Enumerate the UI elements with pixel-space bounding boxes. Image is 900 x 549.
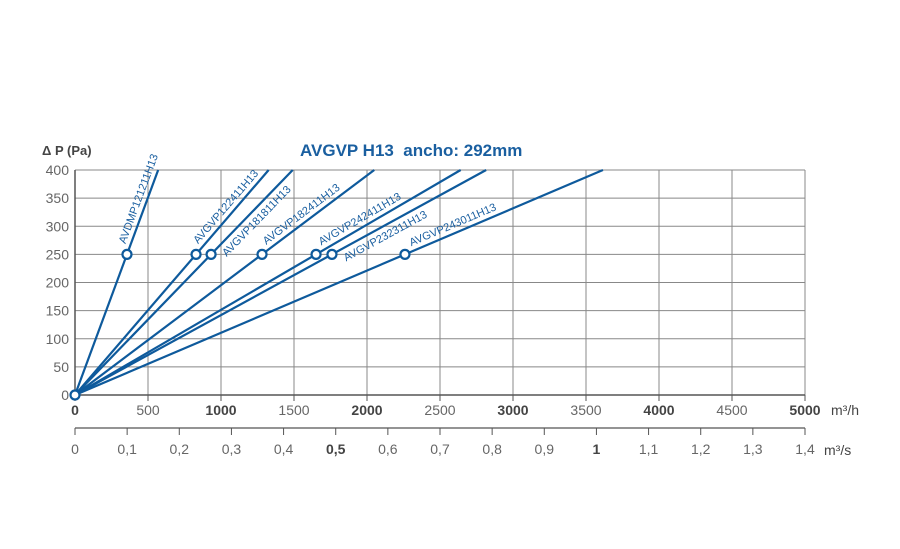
x2-tick-label: 0,5	[326, 441, 346, 457]
operating-point	[310, 248, 322, 260]
x2-axis-label: m³/s	[824, 442, 851, 458]
x2-tick-label: 0,9	[535, 441, 555, 457]
series-label: AVGVP243011H13	[408, 201, 498, 249]
operating-point	[256, 248, 268, 260]
origin-point	[69, 389, 81, 401]
x2-tick-label: 0,4	[274, 441, 294, 457]
x-tick-label: 0	[71, 402, 79, 418]
x2-tick-label: 0,3	[222, 441, 242, 457]
y-axis-label: Δ P (Pa)	[42, 143, 92, 158]
x-tick-label: 3000	[497, 402, 528, 418]
x2-tick-label: 0,7	[430, 441, 450, 457]
x2-tick-label: 1,2	[691, 441, 711, 457]
x-tick-label: 3500	[570, 402, 601, 418]
chart-title: AVGVP H13 ancho: 292mm	[300, 141, 522, 160]
x-tick-label: 2000	[351, 402, 382, 418]
x2-tick-label: 0,8	[482, 441, 502, 457]
series-line	[74, 169, 270, 396]
y-tick-label: 250	[46, 246, 70, 262]
x-tick-label: 2500	[424, 402, 455, 418]
x2-tick-label: 0	[71, 441, 79, 457]
x2-tick-label: 1	[593, 441, 601, 457]
y-tick-label: 0	[61, 387, 69, 403]
x2-tick-label: 1,3	[743, 441, 763, 457]
x-tick-label: 1000	[205, 402, 236, 418]
x-tick-label: 1500	[278, 402, 309, 418]
y-tick-label: 300	[46, 218, 70, 234]
operating-point	[205, 248, 217, 260]
x-tick-label: 4000	[643, 402, 674, 418]
y-tick-label: 50	[53, 359, 69, 375]
x2-tick-label: 0,6	[378, 441, 398, 457]
operating-point	[399, 248, 411, 260]
x2-tick-label: 0,2	[170, 441, 190, 457]
series-line	[74, 169, 487, 396]
x-tick-label: 500	[136, 402, 160, 418]
y-tick-label: 200	[46, 275, 70, 291]
series-line	[74, 169, 462, 396]
x-tick-label: 5000	[789, 402, 820, 418]
x2-tick-label: 0,1	[117, 441, 137, 457]
series-line	[73, 169, 160, 396]
series-line	[74, 168, 604, 397]
operating-point	[190, 248, 202, 260]
x2-tick-label: 1,1	[639, 441, 659, 457]
x-tick-label: 4500	[716, 402, 747, 418]
y-tick-label: 350	[46, 190, 70, 206]
series-line	[74, 169, 294, 396]
y-tick-label: 400	[46, 162, 70, 178]
series-line	[74, 169, 375, 396]
x2-tick-label: 1,4	[795, 441, 815, 457]
operating-point	[326, 248, 338, 260]
series-label: AVDMP121211H13	[117, 153, 161, 246]
y-tick-label: 150	[46, 303, 70, 319]
operating-point	[121, 248, 133, 260]
y-tick-label: 100	[46, 331, 70, 347]
x-axis-label: m³/h	[831, 402, 859, 418]
